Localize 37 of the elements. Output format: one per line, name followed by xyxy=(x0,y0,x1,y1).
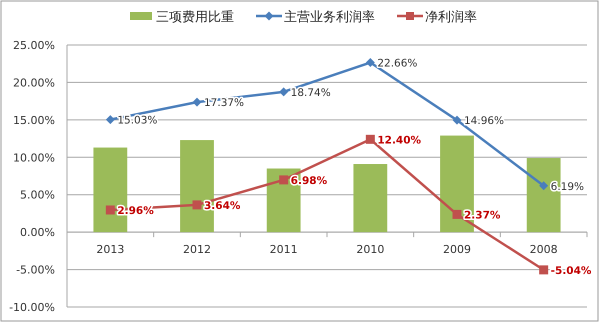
x-tick-label: 2008 xyxy=(530,243,558,256)
data-label: 12.40% xyxy=(377,134,422,146)
point xyxy=(192,98,202,107)
point xyxy=(452,116,462,125)
x-tick-label: 2012 xyxy=(183,243,211,256)
y-tick-label: 25.00% xyxy=(13,39,55,52)
point xyxy=(366,134,375,144)
point xyxy=(452,210,462,219)
y-tick-label: 15.00% xyxy=(13,114,55,127)
y-tick-label: -5.00% xyxy=(16,264,55,277)
point xyxy=(366,58,375,68)
y-tick-label: 20.00% xyxy=(13,76,55,90)
data-label: 14.96% xyxy=(464,115,504,128)
x-tick-label: 2010 xyxy=(356,243,384,256)
bar xyxy=(353,164,388,232)
legend-label: 净利润率 xyxy=(425,9,477,25)
point xyxy=(279,175,288,184)
point xyxy=(106,205,115,214)
legend-label: 主营业务利润率 xyxy=(284,9,375,25)
data-label: 22.66% xyxy=(377,58,418,70)
data-label: 17.37% xyxy=(204,97,244,110)
y-tick-label: -10.00% xyxy=(9,301,55,314)
point xyxy=(106,115,115,124)
y-tick-label: 5.00% xyxy=(20,188,55,202)
x-tick-label: 2009 xyxy=(443,243,471,256)
y-tick-label: 10.00% xyxy=(13,151,55,164)
data-label: 18.74% xyxy=(290,86,331,99)
data-label: 15.03% xyxy=(117,114,158,127)
point xyxy=(539,265,548,274)
point xyxy=(192,200,202,210)
x-tick-label: 2013 xyxy=(96,243,124,256)
x-tick-label: 2011 xyxy=(270,243,298,256)
point xyxy=(279,87,288,96)
point xyxy=(539,181,548,190)
y-tick-label: 0.00% xyxy=(20,226,55,240)
legend-label: 三项费用比重 xyxy=(156,10,234,25)
data-label: -5.04% xyxy=(550,264,592,277)
